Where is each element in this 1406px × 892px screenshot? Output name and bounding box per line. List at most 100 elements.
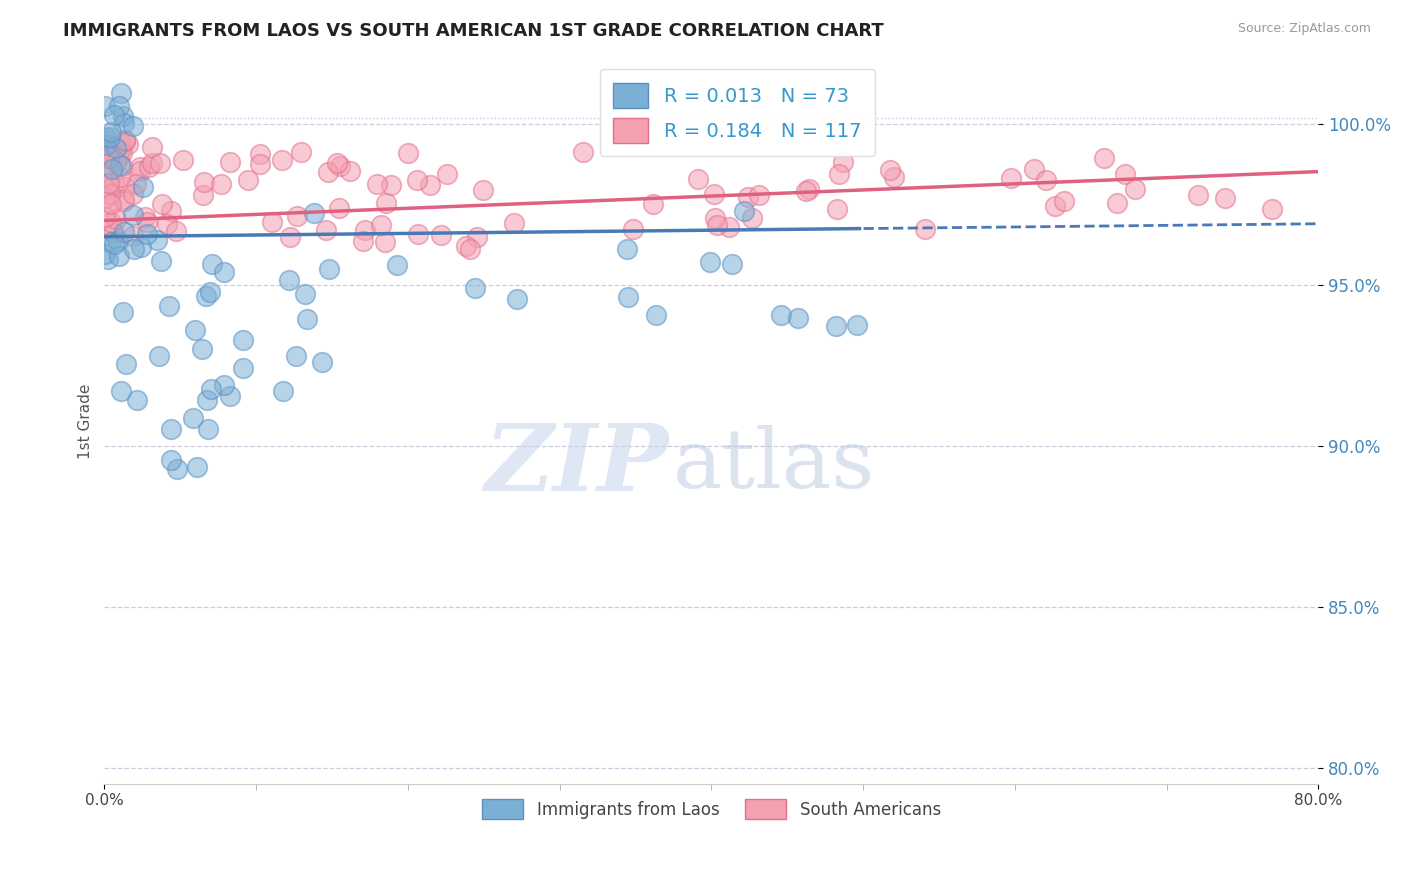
Point xyxy=(828,167,851,181)
Point xyxy=(194,289,217,303)
Point xyxy=(127,393,149,408)
Point xyxy=(129,240,152,254)
Point xyxy=(260,214,283,228)
Point xyxy=(94,191,117,205)
Point xyxy=(214,378,236,392)
Point xyxy=(704,211,727,225)
Point xyxy=(112,115,135,129)
Point xyxy=(201,257,224,271)
Point xyxy=(184,323,207,337)
Y-axis label: 1st Grade: 1st Grade xyxy=(79,384,93,459)
Point xyxy=(405,172,427,186)
Point xyxy=(94,211,117,225)
Point xyxy=(396,146,419,161)
Point xyxy=(148,349,170,363)
Point xyxy=(150,197,173,211)
Point xyxy=(328,202,350,216)
Point xyxy=(98,148,121,162)
Point xyxy=(1024,161,1046,176)
Point xyxy=(436,167,458,181)
Point xyxy=(572,145,595,159)
Point xyxy=(1213,191,1236,205)
Point xyxy=(699,255,721,269)
Point xyxy=(110,137,132,152)
Point xyxy=(506,292,529,306)
Point xyxy=(114,357,136,371)
Point xyxy=(101,224,124,238)
Point xyxy=(94,246,117,260)
Point xyxy=(108,158,131,172)
Point xyxy=(160,204,183,219)
Point xyxy=(103,176,125,190)
Point xyxy=(1094,151,1116,165)
Point xyxy=(688,172,710,186)
Point xyxy=(236,173,259,187)
Point xyxy=(159,422,181,436)
Point xyxy=(1187,187,1209,202)
Point xyxy=(96,162,118,177)
Point xyxy=(149,156,172,170)
Point xyxy=(134,210,156,224)
Point xyxy=(105,141,128,155)
Point xyxy=(122,187,145,202)
Point xyxy=(737,190,759,204)
Point xyxy=(100,235,122,250)
Point xyxy=(94,99,117,113)
Point xyxy=(191,342,214,356)
Point xyxy=(1000,171,1022,186)
Point xyxy=(103,227,125,241)
Point xyxy=(100,125,122,139)
Point xyxy=(146,233,169,247)
Point xyxy=(456,239,478,253)
Point xyxy=(117,136,139,151)
Point xyxy=(94,181,117,195)
Point xyxy=(232,333,254,347)
Point xyxy=(284,349,307,363)
Point xyxy=(302,205,325,219)
Point xyxy=(200,382,222,396)
Point xyxy=(352,234,374,248)
Text: ZIP: ZIP xyxy=(485,420,669,510)
Point xyxy=(748,188,770,202)
Point xyxy=(98,147,121,161)
Point xyxy=(1261,202,1284,216)
Point xyxy=(914,222,936,236)
Text: Source: ZipAtlas.com: Source: ZipAtlas.com xyxy=(1237,22,1371,36)
Point xyxy=(311,355,333,369)
Point xyxy=(121,208,143,222)
Point xyxy=(294,286,316,301)
Point xyxy=(114,179,136,194)
Point xyxy=(111,304,134,318)
Point xyxy=(110,86,132,100)
Point xyxy=(166,462,188,476)
Point xyxy=(100,143,122,157)
Point xyxy=(97,151,120,165)
Point xyxy=(616,242,638,256)
Point xyxy=(129,164,152,178)
Point xyxy=(122,243,145,257)
Point xyxy=(824,319,846,334)
Point xyxy=(186,459,208,474)
Point xyxy=(97,252,120,266)
Point xyxy=(98,186,121,201)
Point xyxy=(108,249,131,263)
Point xyxy=(94,137,117,152)
Point xyxy=(1035,173,1057,187)
Point xyxy=(825,202,848,217)
Point xyxy=(419,178,441,193)
Point xyxy=(641,197,664,211)
Point xyxy=(326,155,349,169)
Point xyxy=(249,147,271,161)
Point xyxy=(110,170,132,185)
Point xyxy=(114,134,136,148)
Point xyxy=(249,157,271,171)
Point xyxy=(111,145,134,160)
Point xyxy=(329,160,352,174)
Point xyxy=(108,149,131,163)
Point xyxy=(198,285,221,299)
Point xyxy=(181,410,204,425)
Point xyxy=(97,148,120,162)
Point xyxy=(797,182,820,196)
Point xyxy=(623,222,645,236)
Point xyxy=(374,196,396,211)
